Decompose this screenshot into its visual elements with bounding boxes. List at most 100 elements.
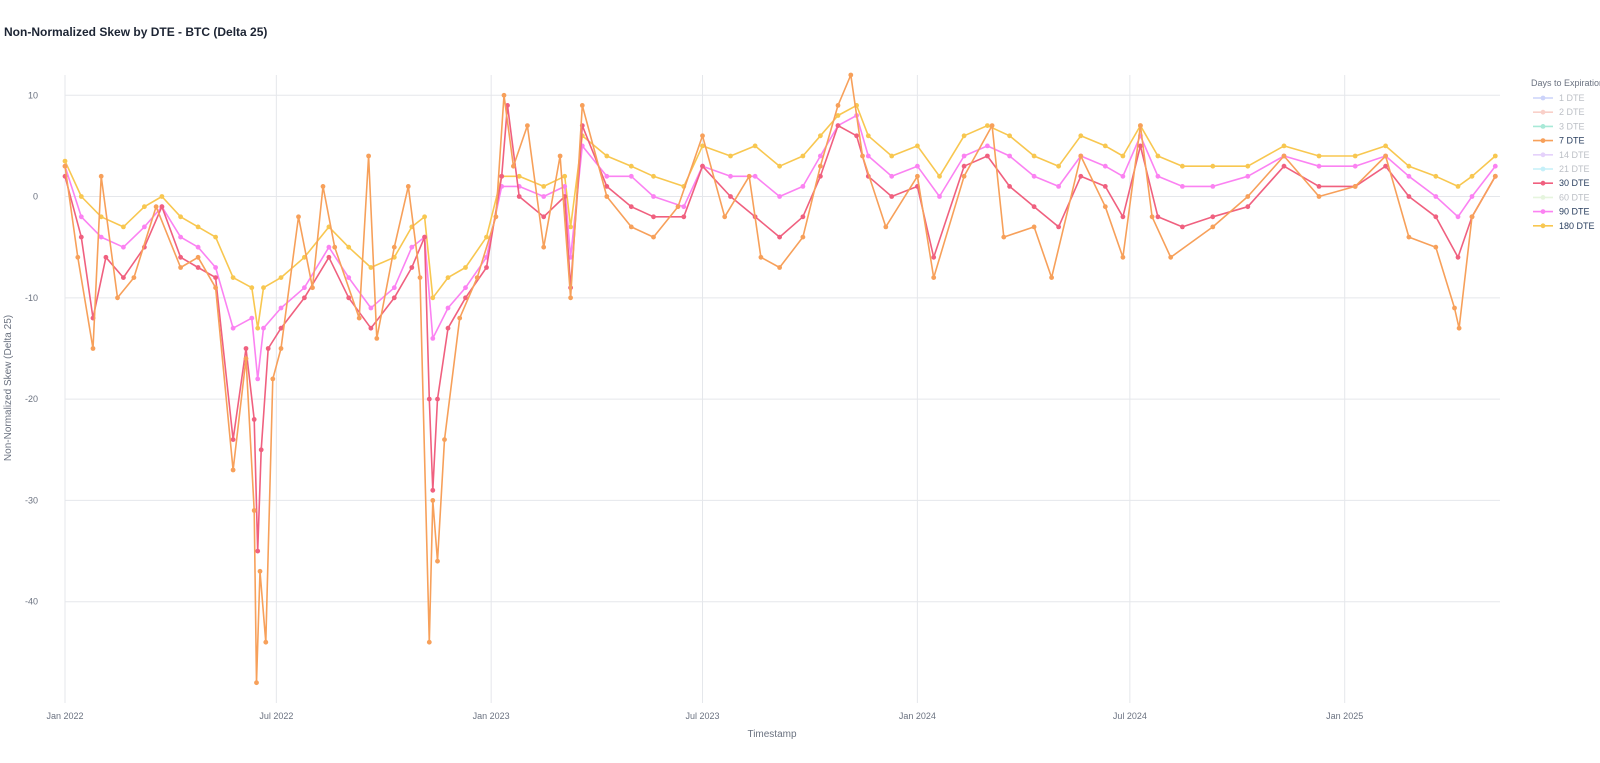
data-point bbox=[1120, 214, 1126, 220]
data-point bbox=[1406, 234, 1412, 240]
data-point bbox=[263, 639, 269, 645]
legend-item[interactable]: 7 DTE bbox=[1533, 136, 1585, 146]
gridlines bbox=[64, 75, 1500, 703]
data-point bbox=[511, 163, 516, 169]
data-point bbox=[213, 285, 219, 291]
legend-item[interactable]: 90 DTE bbox=[1533, 207, 1590, 217]
data-point bbox=[1056, 163, 1061, 169]
data-point bbox=[1031, 204, 1037, 210]
data-point bbox=[1469, 194, 1475, 199]
data-point bbox=[568, 295, 573, 301]
data-point bbox=[1245, 173, 1251, 179]
data-point bbox=[213, 275, 219, 280]
data-point bbox=[178, 254, 184, 260]
data-point bbox=[1168, 254, 1174, 260]
data-point bbox=[1281, 143, 1287, 149]
data-point bbox=[562, 173, 568, 179]
data-point bbox=[651, 173, 656, 179]
data-point bbox=[261, 325, 266, 331]
legend-item[interactable]: 14 DTE bbox=[1533, 150, 1590, 160]
legend-label: 180 DTE bbox=[1559, 221, 1595, 231]
data-point bbox=[931, 275, 937, 280]
data-point bbox=[915, 163, 920, 169]
legend-item[interactable]: 2 DTE bbox=[1533, 107, 1585, 117]
data-point bbox=[883, 224, 889, 230]
data-point bbox=[516, 194, 522, 199]
data-point bbox=[1433, 244, 1439, 250]
data-point bbox=[700, 143, 705, 149]
legend-title: Days to Expiration bbox=[1531, 78, 1600, 88]
data-point bbox=[937, 194, 942, 199]
data-point bbox=[651, 214, 656, 220]
axes: Timestamp Non-Normalized Skew (Delta 25)… bbox=[3, 90, 1363, 740]
data-point bbox=[261, 285, 266, 291]
data-point bbox=[1210, 224, 1216, 230]
data-point bbox=[1180, 224, 1185, 230]
data-point bbox=[463, 265, 468, 270]
data-point bbox=[1001, 234, 1007, 240]
data-point bbox=[422, 214, 427, 220]
data-point bbox=[430, 295, 436, 301]
data-point bbox=[728, 173, 733, 179]
data-point bbox=[865, 153, 871, 159]
data-point bbox=[835, 123, 841, 128]
data-point bbox=[628, 163, 634, 169]
data-point bbox=[474, 275, 480, 280]
legend-item[interactable]: 21 DTE bbox=[1533, 164, 1590, 174]
data-point bbox=[213, 265, 219, 270]
data-point bbox=[728, 153, 733, 159]
data-point bbox=[435, 396, 440, 402]
data-point bbox=[818, 153, 823, 159]
data-point bbox=[1452, 305, 1457, 311]
data-point bbox=[278, 305, 284, 311]
data-point bbox=[541, 184, 547, 189]
data-point bbox=[1102, 163, 1108, 169]
data-point bbox=[1007, 184, 1012, 189]
data-point bbox=[1007, 133, 1012, 139]
legend-marker bbox=[1540, 223, 1546, 229]
data-point bbox=[604, 184, 610, 189]
data-point bbox=[230, 437, 236, 442]
data-point bbox=[1316, 163, 1322, 169]
data-point bbox=[1210, 184, 1216, 189]
data-point bbox=[445, 275, 451, 280]
legend-label: 3 DTE bbox=[1559, 121, 1585, 131]
data-point bbox=[1102, 143, 1108, 149]
data-point bbox=[251, 508, 257, 513]
series-line bbox=[64, 104, 1496, 330]
data-point bbox=[243, 356, 249, 361]
data-point bbox=[541, 244, 547, 250]
data-point bbox=[1007, 153, 1012, 159]
data-point bbox=[1352, 163, 1358, 169]
legend-item[interactable]: 30 DTE bbox=[1533, 178, 1590, 188]
data-point bbox=[746, 173, 752, 179]
data-point bbox=[195, 244, 201, 250]
data-point bbox=[1138, 143, 1143, 149]
data-point bbox=[961, 133, 967, 139]
data-point bbox=[501, 92, 507, 98]
data-point bbox=[557, 153, 563, 159]
series-line bbox=[64, 74, 1496, 684]
x-tick-label: Jul 2024 bbox=[1113, 711, 1147, 721]
legend-label: 90 DTE bbox=[1559, 207, 1590, 217]
data-point bbox=[78, 194, 84, 199]
data-point bbox=[1316, 153, 1322, 159]
data-point bbox=[254, 680, 259, 686]
legend-item[interactable]: 180 DTE bbox=[1533, 221, 1595, 231]
data-point bbox=[484, 234, 489, 240]
data-point bbox=[426, 396, 432, 402]
legend-label: 2 DTE bbox=[1559, 107, 1585, 117]
y-tick-label: -30 bbox=[25, 495, 38, 505]
data-point bbox=[1155, 173, 1161, 179]
legend-item[interactable]: 3 DTE bbox=[1533, 121, 1585, 131]
y-tick-label: -10 bbox=[25, 293, 38, 303]
legend-item[interactable]: 1 DTE bbox=[1533, 93, 1585, 103]
data-point bbox=[1031, 173, 1037, 179]
data-point bbox=[493, 214, 499, 220]
data-point bbox=[1406, 173, 1412, 179]
legend-item[interactable]: 60 DTE bbox=[1533, 192, 1590, 202]
data-point bbox=[700, 163, 705, 169]
data-point bbox=[121, 244, 126, 250]
data-point bbox=[579, 103, 585, 108]
